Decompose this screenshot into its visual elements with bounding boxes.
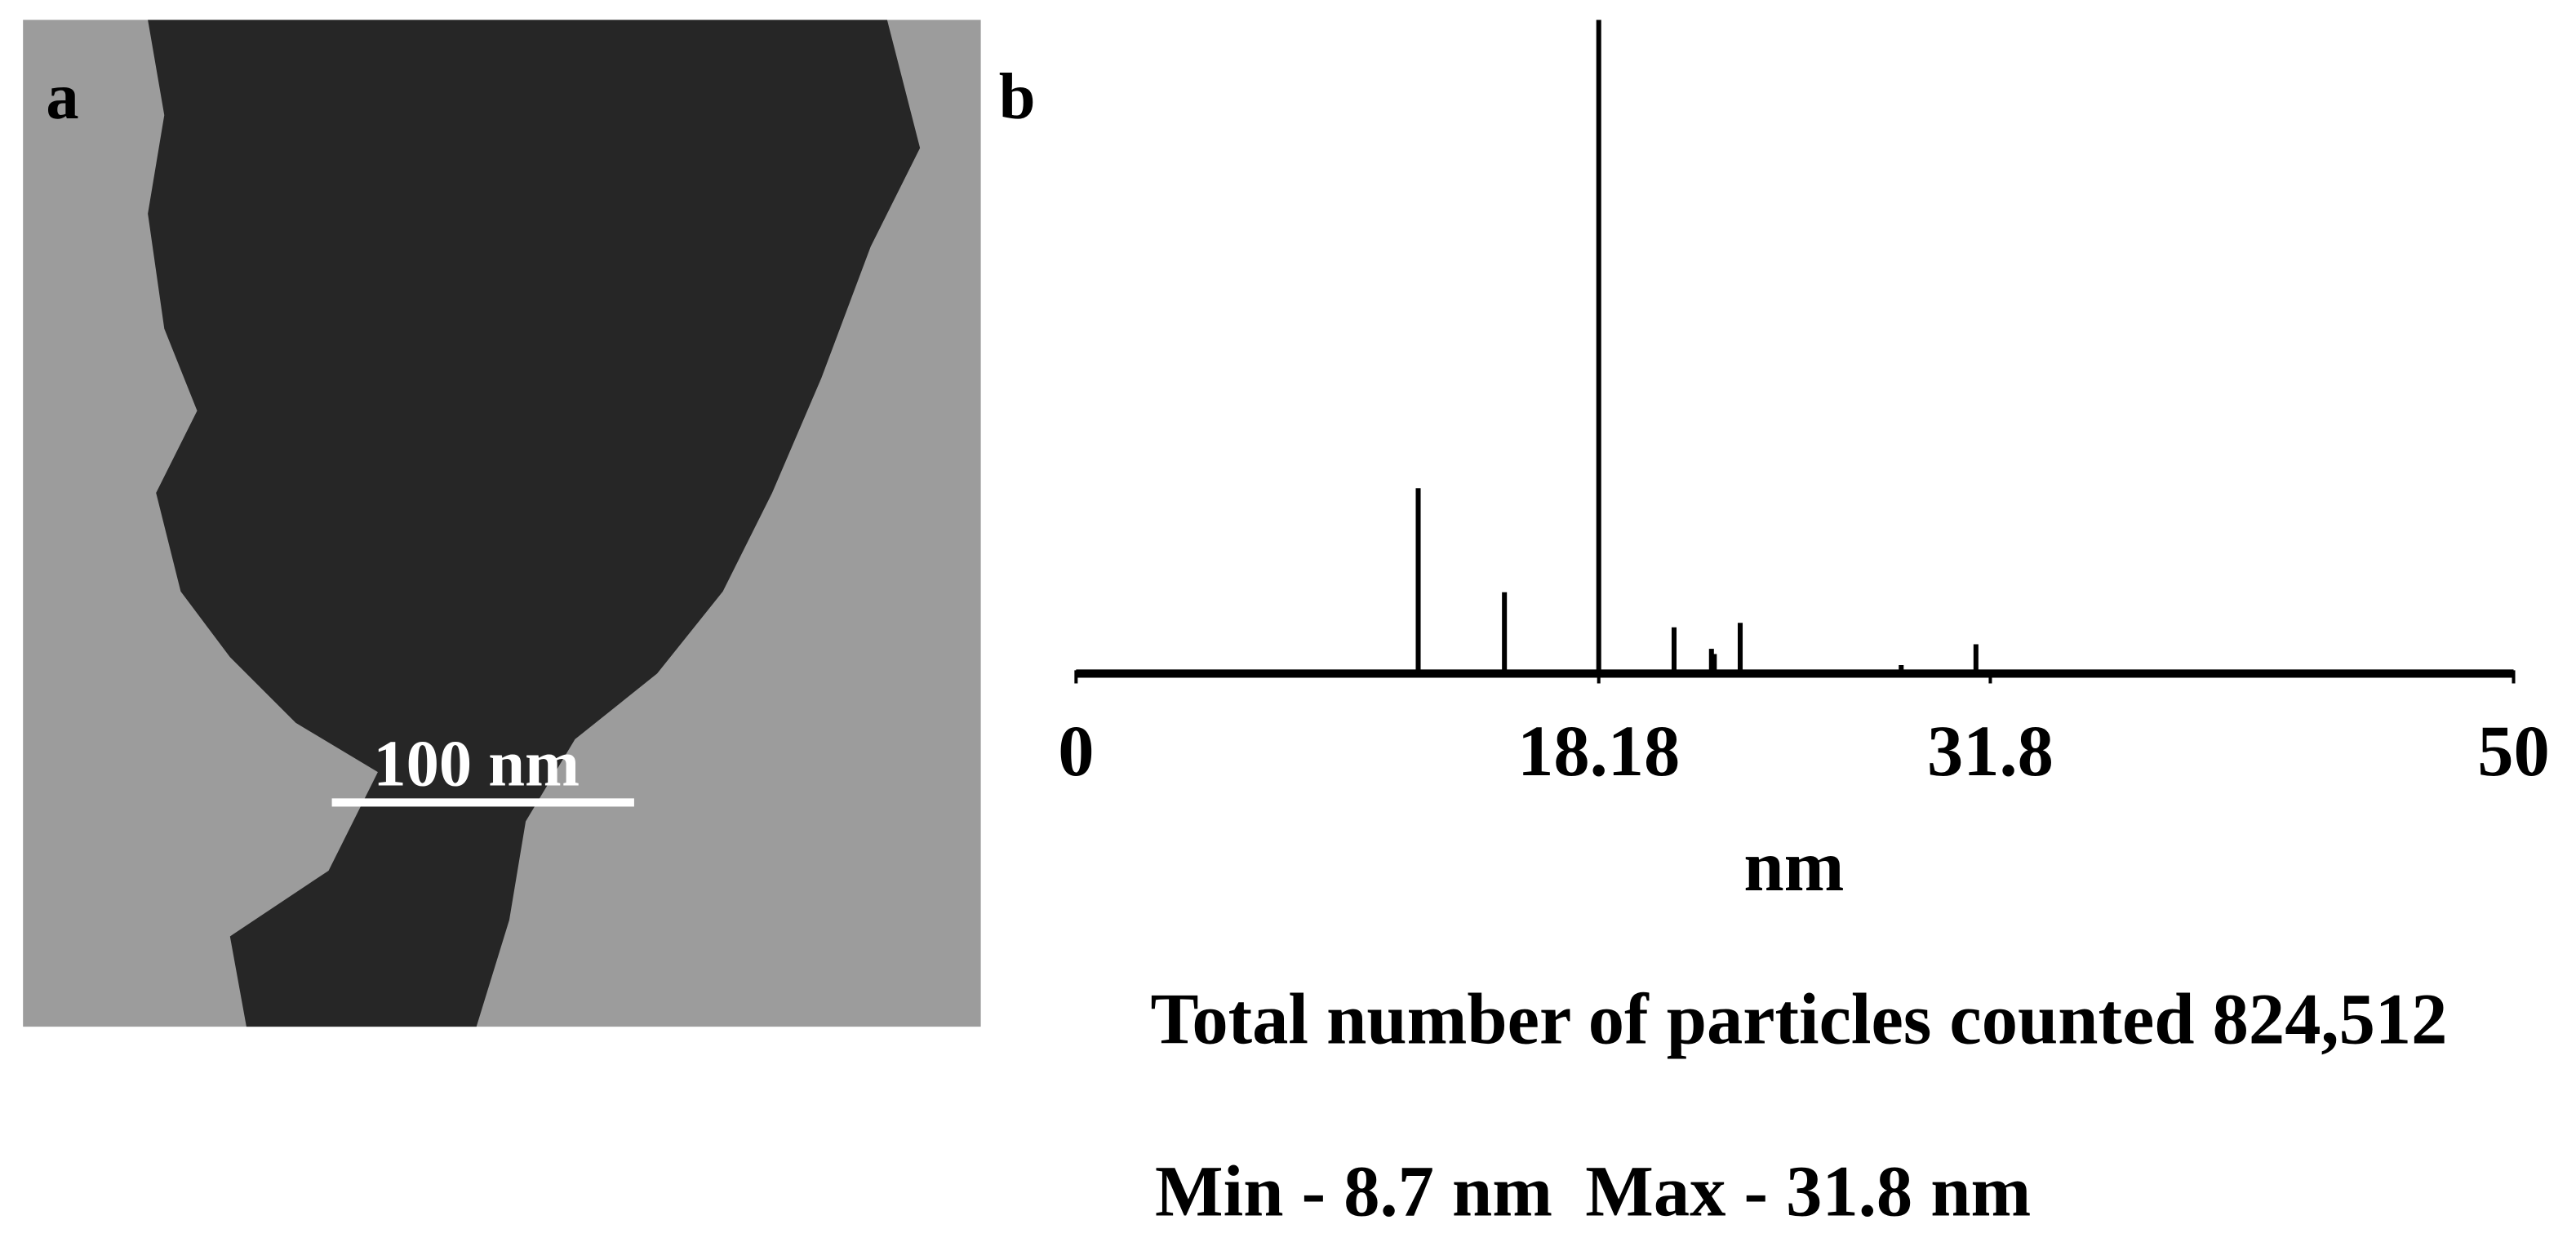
min-label: Min - 8.7 nm — [1155, 1152, 1552, 1232]
panel-label: b — [999, 60, 1036, 133]
scale-bar — [331, 798, 634, 807]
x-tick-label: 31.8 — [1927, 712, 2054, 792]
x-axis-label: nm — [1743, 827, 1844, 907]
panel-label: a — [46, 60, 78, 133]
particle-agglomerate — [148, 20, 921, 1027]
x-tick-label: 50 — [2477, 712, 2550, 792]
max-label: Max - 31.8 nm — [1585, 1152, 2031, 1232]
x-tick-label: 0 — [1058, 712, 1094, 792]
tem-image: a 100 nm — [23, 20, 981, 1027]
x-tick-label: 18.18 — [1517, 712, 1680, 792]
caption: Total number of particles counted 824,51… — [1150, 979, 2447, 1059]
scale-bar-label: 100 nm — [373, 727, 580, 800]
